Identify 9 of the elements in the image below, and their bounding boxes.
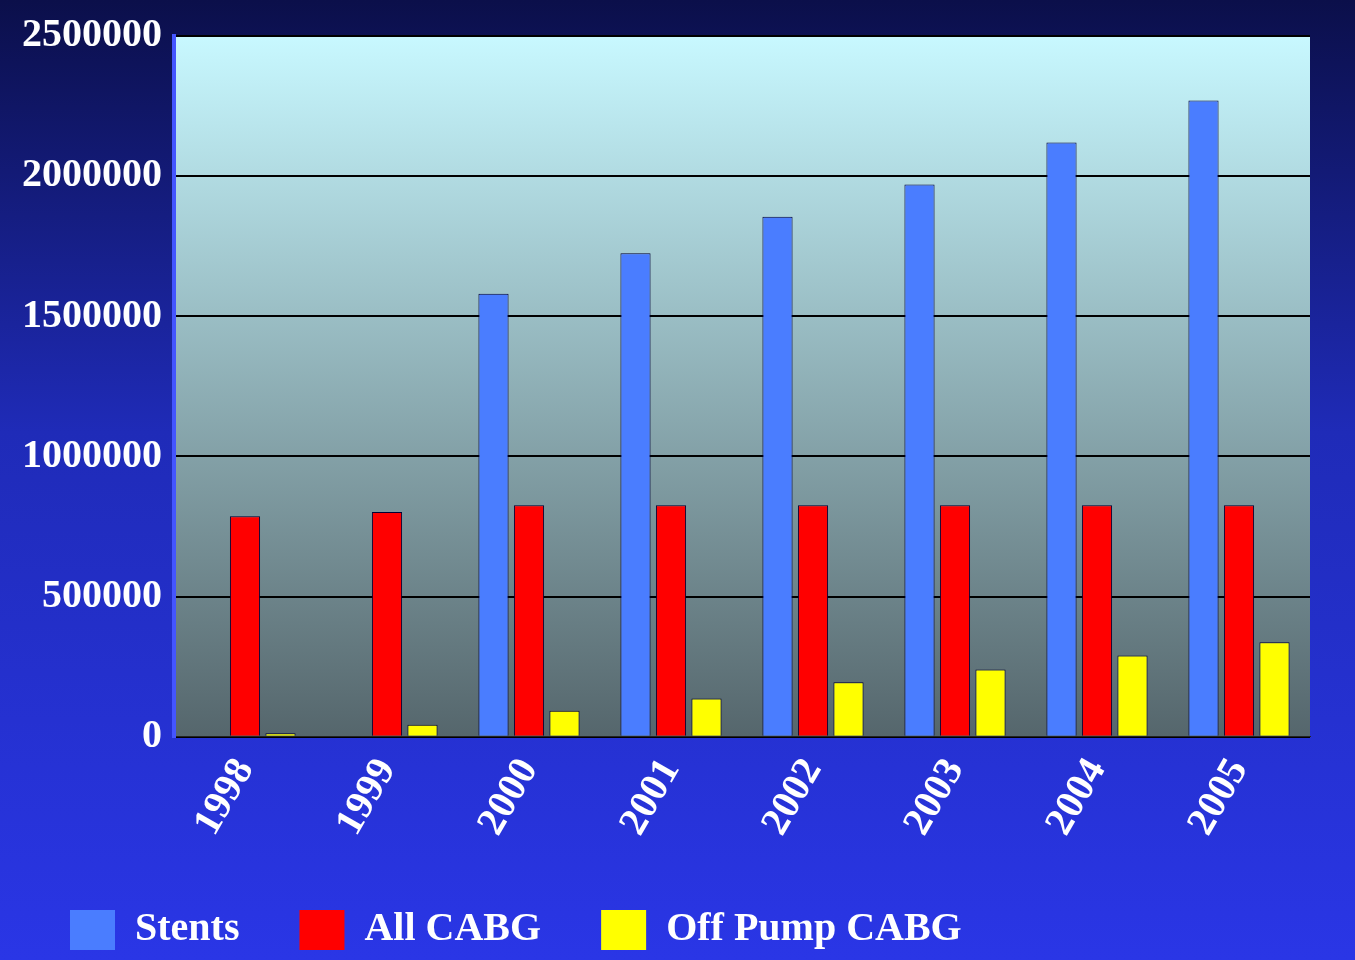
y-tick-label: 500000 [42,570,162,616]
legend-label: All CABG [364,904,542,950]
y-tick-label: 1000000 [22,430,162,476]
legend-label: Stents [135,904,240,950]
legend-label: Off Pump CABG [666,904,962,950]
y-tick-label: 2500000 [22,10,162,56]
y-tick-label: 0 [142,711,162,757]
y-tick-label: 2000000 [22,150,162,196]
y-tick-label: 1500000 [22,290,162,336]
